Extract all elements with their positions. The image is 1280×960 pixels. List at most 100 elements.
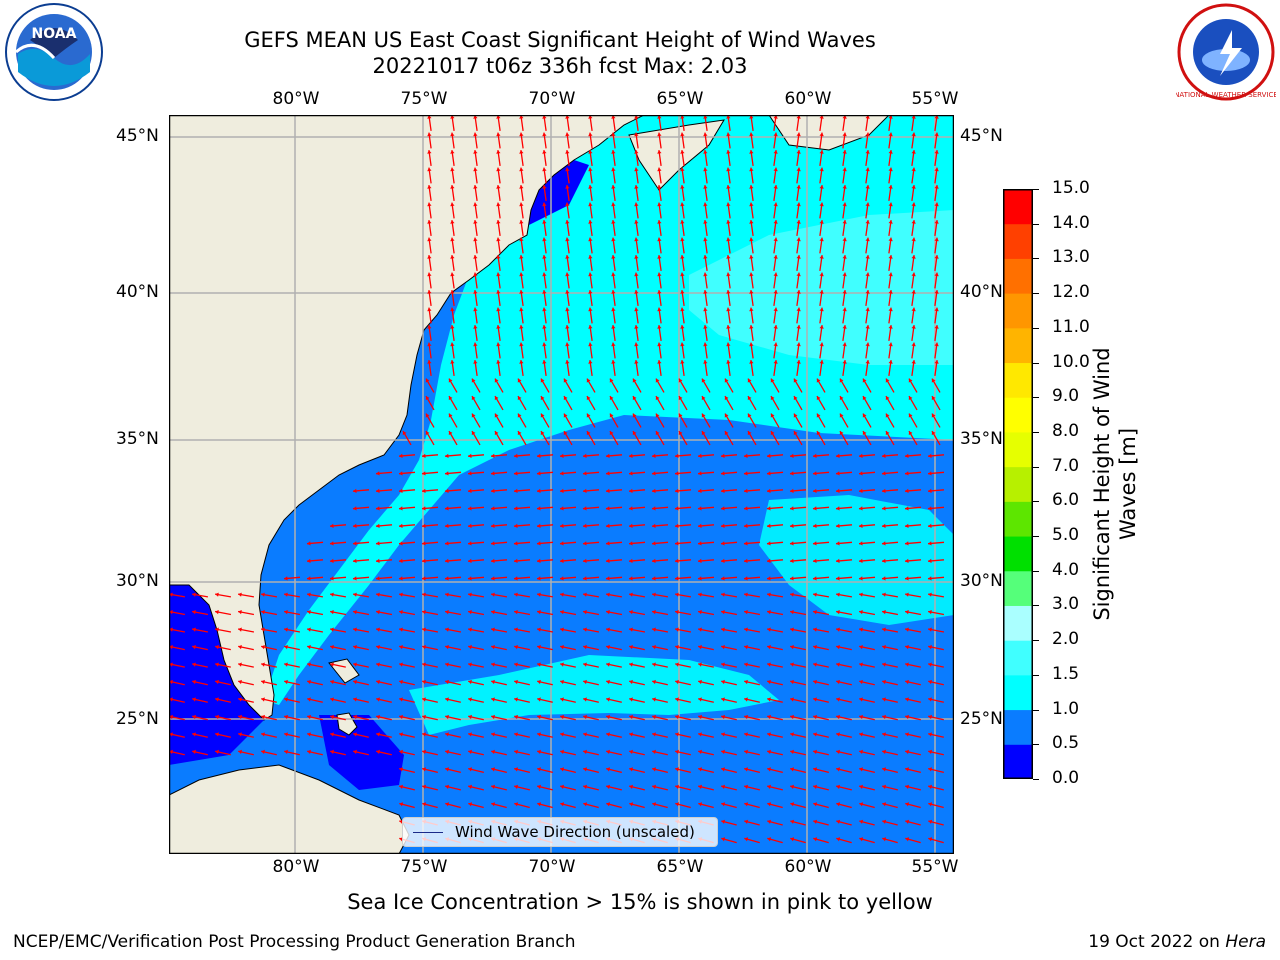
wave-direction-arrowhead <box>882 662 886 667</box>
wave-direction-arrowhead <box>698 471 702 476</box>
wave-direction-arrowhead <box>773 290 778 294</box>
wave-direction-arrowhead <box>905 749 909 754</box>
wave-direction-arrowhead <box>468 576 472 581</box>
wave-direction-arrowhead <box>399 592 403 597</box>
wave-direction-arrowhead <box>583 802 588 807</box>
wave-direction-arrowhead <box>473 325 478 329</box>
wave-direction-arrowhead <box>473 360 478 364</box>
wave-direction-arrowhead <box>865 220 870 224</box>
wave-direction-arrowhead <box>888 150 893 154</box>
wave-direction-arrowhead <box>399 610 403 615</box>
wave-direction-arrowhead <box>655 431 660 436</box>
wave-direction-arrowhead <box>934 115 939 119</box>
wave-direction-arrowhead <box>491 610 495 615</box>
wave-direction-arrowhead <box>721 697 725 702</box>
wave-direction-arrowhead <box>519 185 524 189</box>
wave-direction-arrowhead <box>494 396 499 401</box>
wave-direction-arrowhead <box>514 592 518 597</box>
wave-direction-arrowhead <box>911 237 916 242</box>
lon-label-bottom: 80°W <box>272 857 320 877</box>
wave-direction-arrowhead <box>652 471 656 476</box>
wave-direction-arrowhead <box>583 558 587 563</box>
wave-direction-arrowhead <box>859 714 863 720</box>
wave-direction-arrowhead <box>790 592 794 597</box>
wave-direction-arrowhead <box>928 767 932 772</box>
wave-direction-arrowhead <box>703 220 708 224</box>
wave-direction-arrowhead <box>376 541 380 546</box>
wave-direction-arrowhead <box>882 819 887 824</box>
wave-direction-arrowhead <box>744 523 748 528</box>
wave-direction-arrowhead <box>445 541 449 546</box>
colorbar-band <box>1003 327 1033 364</box>
wave-direction-arrowhead <box>701 431 706 436</box>
wave-direction-arrowhead <box>215 697 219 702</box>
wave-direction-arrowhead <box>652 645 656 650</box>
wave-direction-arrowhead <box>767 732 771 737</box>
wave-direction-arrowhead <box>353 749 357 754</box>
wave-direction-arrowhead <box>652 679 656 685</box>
wave-direction-arrowhead <box>796 132 801 137</box>
wave-direction-arrowhead <box>565 237 570 242</box>
wave-direction-arrowhead <box>422 714 426 720</box>
wave-direction-arrowhead <box>675 541 679 546</box>
wave-direction-arrowhead <box>450 237 455 242</box>
wave-direction-arrowhead <box>427 272 432 277</box>
wave-direction-arrowhead <box>496 255 501 259</box>
wave-direction-arrowhead <box>657 167 662 172</box>
colorbar-tick-label: 14.0 <box>1052 212 1090 233</box>
wave-direction-arrowhead <box>747 413 752 418</box>
colorbar-tick-mark <box>1033 640 1039 642</box>
wave-direction-arrowhead <box>519 307 524 312</box>
wave-direction-arrowhead <box>859 576 863 581</box>
wave-direction-arrowhead <box>657 185 662 189</box>
wave-direction-arrowhead <box>836 506 840 511</box>
wave-direction-arrowhead <box>565 272 570 277</box>
wave-direction-arrowhead <box>422 802 427 807</box>
wave-direction-arrowhead <box>905 592 909 597</box>
wave-direction-arrowhead <box>629 732 633 737</box>
wave-direction-arrowhead <box>721 576 725 581</box>
wave-direction-arrowhead <box>934 342 939 347</box>
wave-direction-arrowhead <box>790 453 794 458</box>
wave-direction-arrowhead <box>399 784 403 789</box>
wave-direction-arrowhead <box>882 837 887 842</box>
wave-direction-arrowhead <box>425 396 430 401</box>
wave-direction-arrowhead <box>519 220 524 224</box>
wave-direction-arrowhead <box>862 431 867 436</box>
wave-direction-arrowhead <box>839 431 844 436</box>
wave-direction-arrowhead <box>744 453 748 458</box>
wave-direction-arrowhead <box>721 488 725 493</box>
wave-direction-arrowhead <box>703 290 708 294</box>
wave-direction-arrowhead <box>330 697 334 702</box>
wave-direction-arrowhead <box>491 767 495 772</box>
wave-direction-arrowhead <box>284 662 288 667</box>
wave-direction-arrowhead <box>905 453 909 458</box>
wave-direction-arrowhead <box>491 592 495 597</box>
wave-direction-arrowhead <box>445 592 449 597</box>
wave-direction-arrowhead <box>353 488 357 493</box>
wave-direction-arrowhead <box>399 732 403 737</box>
wave-direction-arrowhead <box>634 167 639 172</box>
wave-direction-arrowhead <box>376 592 380 597</box>
wave-direction-arrowhead <box>703 132 708 137</box>
wave-direction-arrowhead <box>882 784 886 789</box>
wave-direction-arrowhead <box>865 255 870 259</box>
wave-direction-arrowhead <box>422 523 426 528</box>
wave-direction-arrowhead <box>905 732 909 737</box>
wave-direction-arrowhead <box>680 185 685 189</box>
wave-direction-arrowhead <box>473 115 478 119</box>
wave-direction-arrowhead <box>839 396 844 401</box>
wave-direction-arrowhead <box>905 697 909 702</box>
wave-direction-arrowhead <box>767 714 771 720</box>
wave-direction-arrowhead <box>537 488 541 493</box>
wave-direction-arrowhead <box>514 453 518 458</box>
wave-direction-arrowhead <box>652 592 656 597</box>
wave-direction-arrowhead <box>606 784 610 789</box>
wave-direction-arrowhead <box>496 325 501 329</box>
wave-direction-arrowhead <box>514 471 518 476</box>
wave-direction-arrowhead <box>836 558 840 563</box>
wave-direction-arrowhead <box>588 290 593 294</box>
wave-direction-arrowhead <box>192 714 196 720</box>
wave-direction-arrowhead <box>563 396 568 401</box>
wave-direction-arrowhead <box>790 697 794 702</box>
